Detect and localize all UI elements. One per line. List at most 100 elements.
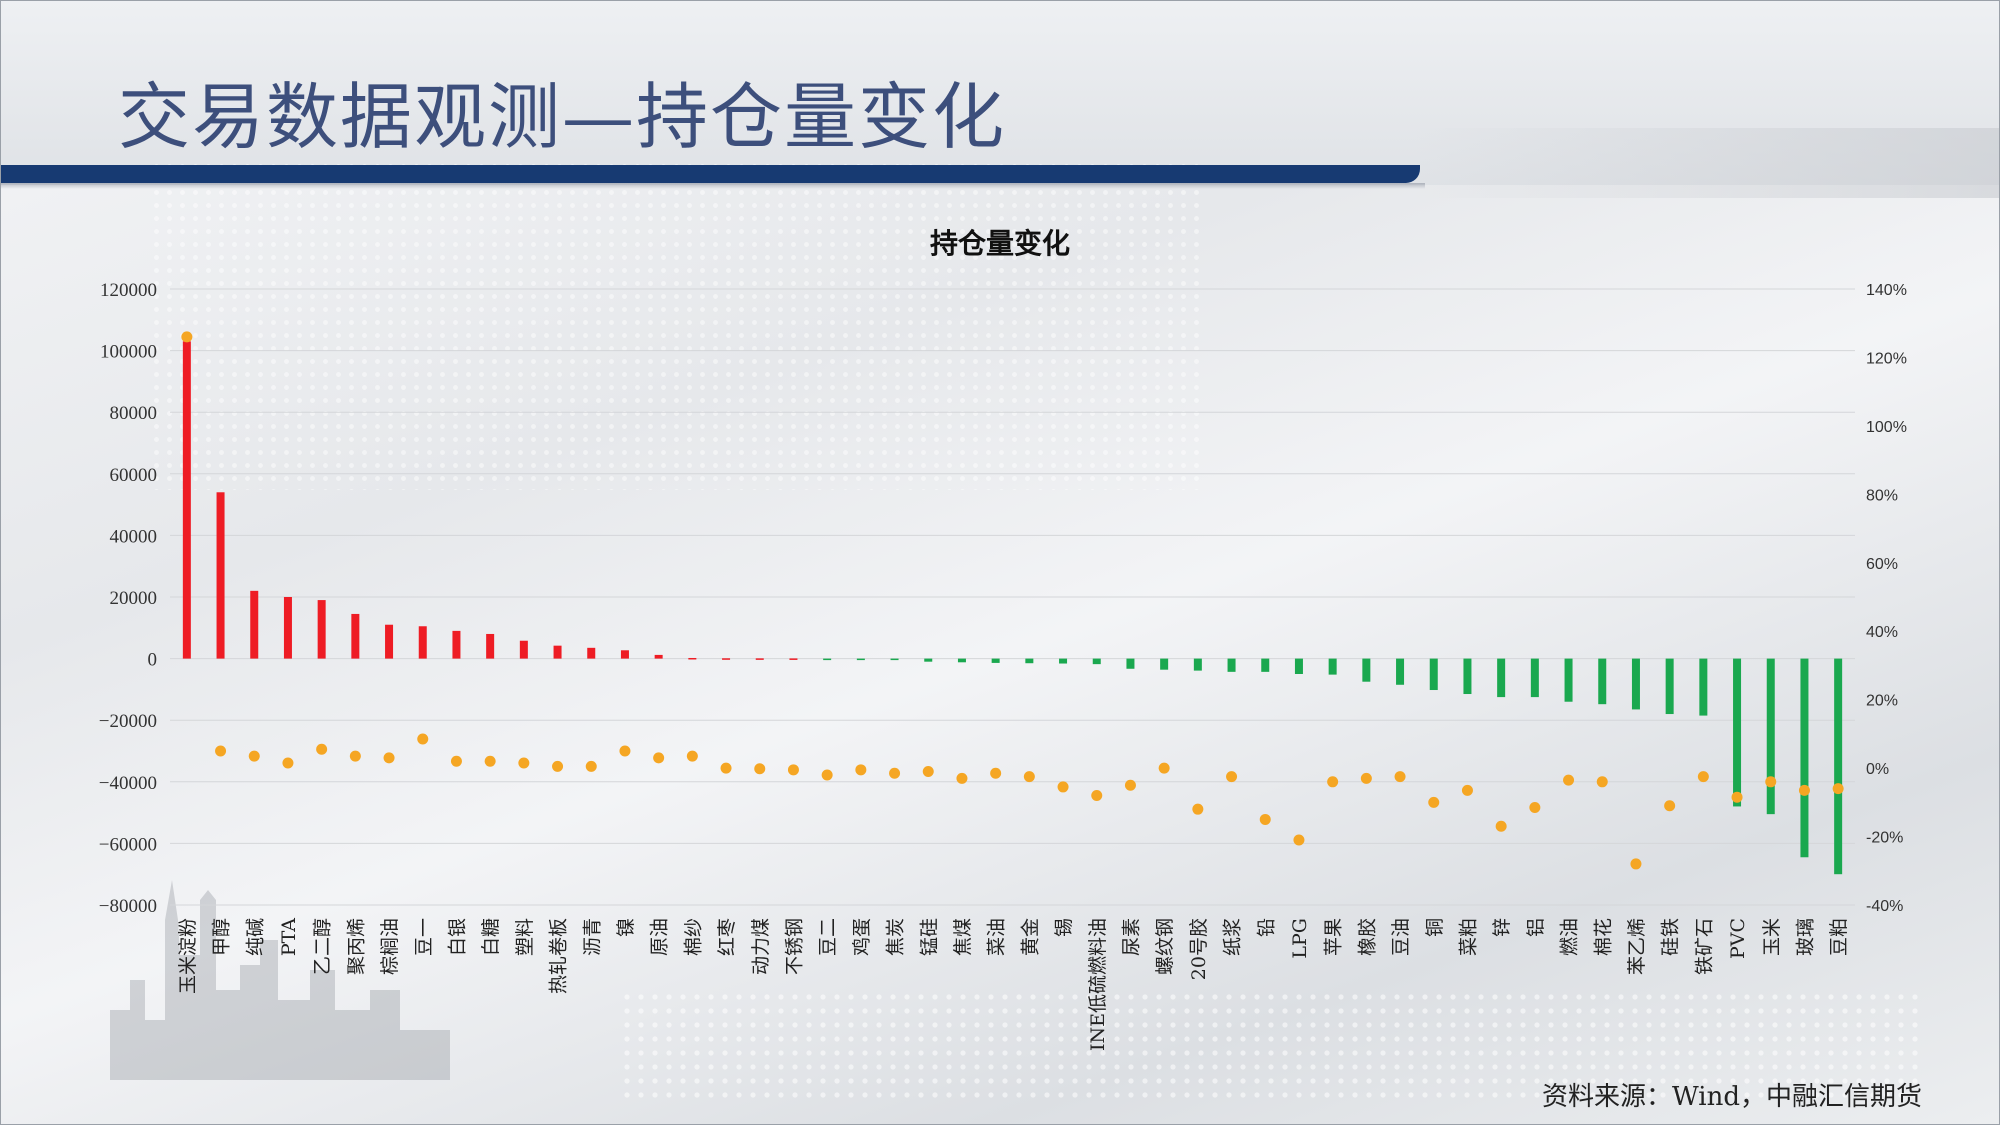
data-point — [1360, 772, 1372, 784]
category-label: 棕榈油 — [379, 918, 401, 975]
category-label: 菜粕 — [1457, 918, 1479, 956]
grid-lines — [170, 288, 1855, 906]
category-label: 白银 — [446, 918, 468, 956]
bar — [1665, 658, 1674, 715]
bar — [1800, 658, 1809, 858]
category-axis: 玉米淀粉 甲醇 纯碱 PTA 乙二醇 聚丙烯 棕榈油 豆一 白银 白糖 塑料 热轧卷板 沥青镍原油 棉纱红… — [177, 918, 1850, 1051]
bar — [924, 658, 933, 662]
bar — [1328, 658, 1337, 675]
bar — [1025, 658, 1034, 664]
category-label: 铜 — [1424, 918, 1446, 937]
bar — [1834, 658, 1843, 875]
bar — [1733, 658, 1742, 807]
data-point — [821, 769, 833, 781]
bar — [385, 624, 394, 659]
category-label: 黄金 — [1019, 918, 1041, 956]
bar — [722, 658, 731, 660]
left-tick-label: 80000 — [110, 403, 158, 424]
city-skyline-decoration — [110, 880, 450, 1080]
bar — [1497, 658, 1506, 698]
bar — [654, 654, 663, 659]
category-label: 玉米淀粉 — [177, 918, 199, 994]
bar — [1530, 658, 1539, 698]
bar — [452, 630, 461, 659]
data-point — [1596, 776, 1608, 788]
data-point — [787, 764, 799, 776]
category-label: 原油 — [649, 918, 671, 956]
category-label: 焦炭 — [885, 918, 907, 956]
data-point — [417, 733, 429, 745]
category-label: 塑料 — [514, 918, 536, 956]
bar — [1160, 658, 1169, 670]
category-label: 苯乙烯 — [1626, 918, 1648, 975]
bar — [1463, 658, 1472, 695]
bar — [1092, 658, 1101, 665]
data-point — [1124, 779, 1136, 791]
right-tick-label: 100% — [1866, 419, 1907, 436]
category-label: 玉米 — [1761, 918, 1783, 956]
category-label: 豆粕 — [1828, 918, 1850, 956]
left-tick-label: −60000 — [99, 834, 157, 855]
right-tick-label: -20% — [1866, 830, 1903, 847]
data-point — [1495, 820, 1507, 832]
bar — [1598, 658, 1607, 705]
bar — [553, 645, 562, 659]
data-point — [181, 331, 193, 343]
data-point — [316, 743, 328, 755]
source-note: 资料来源：Wind，中融汇信期货 — [1542, 1082, 1922, 1112]
bar — [317, 600, 326, 659]
category-label: 焦煤 — [952, 918, 974, 956]
data-point — [1226, 771, 1238, 783]
bar — [587, 647, 596, 659]
category-label: 玻璃 — [1794, 918, 1816, 956]
data-point — [1023, 771, 1035, 783]
bar — [1193, 658, 1202, 671]
chart-title: 持仓量变化 — [930, 227, 1070, 259]
data-point — [282, 757, 294, 769]
category-label: 镍 — [615, 918, 637, 937]
data-point — [1192, 803, 1204, 815]
data-point — [1428, 796, 1440, 808]
data-point — [754, 763, 766, 775]
bar — [1699, 658, 1708, 716]
bar — [1059, 658, 1068, 664]
data-point — [1394, 771, 1406, 783]
category-label: 铁矿石 — [1693, 918, 1715, 975]
title-bar-shadow — [0, 183, 1425, 189]
category-label: 沥青 — [581, 918, 603, 956]
data-point — [1461, 784, 1473, 796]
data-point — [1259, 813, 1271, 825]
category-label: 尿素 — [1120, 918, 1142, 956]
header-accent — [1415, 128, 2000, 198]
percent-change-series — [181, 331, 1844, 870]
left-tick-label: −80000 — [99, 896, 157, 917]
category-label: 豆二 — [817, 918, 839, 956]
category-label: 红枣 — [716, 918, 738, 956]
data-point — [518, 757, 530, 769]
bar — [957, 658, 966, 663]
bar — [351, 613, 360, 659]
data-point — [484, 755, 496, 767]
category-label: 豆一 — [413, 918, 435, 956]
category-label: 锡 — [1053, 918, 1075, 937]
data-point — [1697, 771, 1709, 783]
data-point — [1293, 834, 1305, 846]
category-label: 硅铁 — [1660, 918, 1682, 956]
data-point — [1563, 774, 1575, 786]
bar — [823, 658, 832, 661]
data-point — [552, 760, 564, 772]
data-point — [1158, 762, 1170, 774]
left-tick-label: 60000 — [110, 465, 158, 486]
category-label: 豆油 — [1390, 918, 1412, 956]
category-label: 乙二醇 — [312, 918, 334, 975]
dot-pattern-decoration — [620, 990, 1920, 1100]
bar — [1362, 658, 1371, 682]
bar — [486, 633, 495, 659]
bar — [283, 597, 292, 659]
bar — [1766, 658, 1775, 815]
right-tick-label: 20% — [1866, 693, 1898, 710]
data-point — [720, 762, 732, 774]
data-point — [889, 767, 901, 779]
data-point — [956, 772, 968, 784]
bar — [991, 658, 1000, 663]
